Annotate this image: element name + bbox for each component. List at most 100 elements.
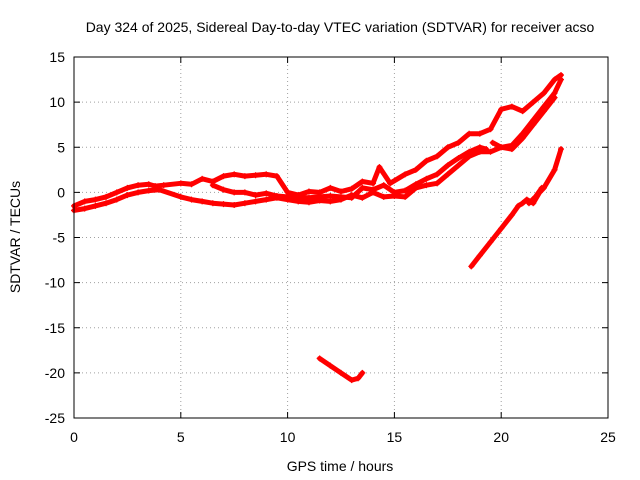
data-point (348, 185, 355, 192)
data-point (525, 200, 532, 207)
data-point (359, 178, 366, 185)
data-point (359, 184, 366, 191)
data-point (241, 189, 248, 196)
data-point (338, 369, 344, 376)
data-point (519, 135, 526, 142)
data-point (220, 201, 227, 208)
data-point (124, 192, 131, 199)
data-point (476, 130, 483, 137)
x-tick-label: 25 (600, 429, 616, 445)
data-point (355, 375, 362, 382)
data-point (231, 189, 238, 196)
data-point (551, 76, 558, 83)
data-point (483, 146, 490, 153)
data-point (466, 148, 473, 155)
data-point (199, 198, 206, 205)
data-point (508, 146, 515, 153)
data-point (209, 182, 216, 189)
grid-layer (74, 57, 608, 418)
data-point (231, 171, 238, 178)
data-point (160, 182, 167, 189)
data-point (444, 162, 451, 169)
data-point (538, 184, 545, 191)
x-tick-label: 20 (493, 429, 509, 445)
data-point (523, 196, 530, 203)
data-point (209, 200, 216, 207)
data-point (327, 362, 334, 369)
data-point (220, 186, 227, 193)
data-point (327, 192, 334, 199)
data-point (558, 146, 565, 153)
data-point (455, 155, 462, 162)
data-point (540, 90, 547, 97)
data-point (423, 157, 430, 164)
data-point (423, 175, 430, 182)
y-tick-label: -20 (45, 365, 65, 381)
data-point (305, 188, 312, 195)
data-point (551, 166, 558, 173)
data-point (199, 175, 206, 182)
data-point (177, 193, 184, 200)
data-point (316, 355, 323, 362)
data-point (530, 121, 537, 128)
data-point (145, 187, 152, 194)
y-tick-label: 0 (57, 184, 65, 200)
x-tick-label: 10 (280, 429, 296, 445)
data-point (508, 103, 515, 110)
data-point (135, 182, 142, 189)
data-point (188, 181, 195, 188)
data-point (489, 139, 496, 146)
data-point (487, 148, 494, 155)
data-point (113, 189, 120, 196)
data-point (327, 198, 334, 205)
data-point (476, 144, 483, 151)
data-point (359, 369, 366, 376)
data-point (519, 108, 526, 115)
data-point (391, 189, 398, 196)
data-point (348, 377, 355, 384)
data-point (145, 181, 152, 188)
data-point (113, 196, 120, 203)
data-point (530, 99, 537, 106)
series-layer (71, 72, 565, 384)
data-point (434, 153, 441, 160)
y-tick-label: -25 (45, 410, 65, 426)
data-point (387, 180, 394, 187)
data-point (380, 193, 387, 200)
tick-layer (73, 56, 609, 419)
data-point (177, 180, 184, 187)
data-point (434, 180, 441, 187)
data-point (103, 193, 110, 200)
data-point (359, 194, 366, 201)
data-point (402, 193, 409, 200)
data-point (402, 171, 409, 178)
y-tick-label: -5 (53, 230, 66, 246)
data-point (124, 184, 131, 191)
data-point (338, 188, 344, 195)
data-point (263, 190, 270, 197)
data-point (305, 194, 312, 201)
data-point (376, 164, 383, 171)
data-point (135, 189, 142, 196)
data-point (241, 173, 248, 180)
data-point (487, 239, 494, 246)
data-point (434, 171, 441, 178)
data-point (220, 173, 227, 180)
data-point (103, 200, 110, 207)
y-tick-label: -10 (45, 275, 65, 291)
y-axis-label: SDTVAR / TECUs (7, 181, 23, 293)
data-point (81, 198, 88, 205)
series-trace-main-band-lower (71, 77, 564, 213)
data-point (156, 186, 163, 193)
data-point (263, 196, 270, 203)
data-point (540, 108, 547, 115)
x-tick-label: 15 (387, 429, 403, 445)
data-point (284, 193, 291, 200)
data-point (241, 200, 248, 207)
data-point (455, 162, 462, 169)
data-point (412, 181, 419, 188)
data-point (273, 192, 280, 199)
data-point (498, 106, 505, 113)
data-point (468, 263, 475, 270)
